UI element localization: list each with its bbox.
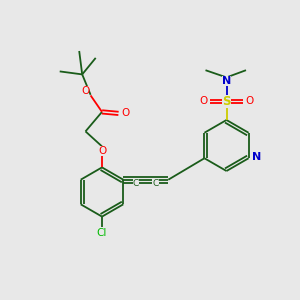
Text: O: O [245,96,254,106]
Text: Cl: Cl [97,228,107,238]
Text: C: C [133,179,139,188]
Text: C: C [153,179,159,188]
Text: O: O [122,108,130,118]
Text: O: O [98,146,106,156]
Text: O: O [81,86,89,97]
Text: O: O [199,96,208,106]
Text: N: N [222,76,231,86]
Text: N: N [252,152,262,162]
Text: S: S [222,95,231,108]
